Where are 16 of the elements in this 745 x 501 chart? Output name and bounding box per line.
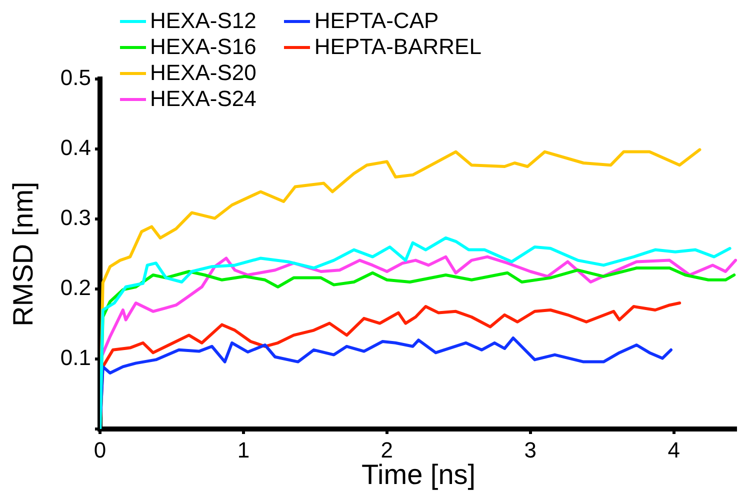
legend-label: HEPTA-CAP xyxy=(314,8,439,34)
y-tick-label: 0.2 xyxy=(60,275,91,300)
legend-label: HEXA-S24 xyxy=(150,86,256,112)
y-tick-label: 0.1 xyxy=(60,345,91,370)
legend-label: HEPTA-BARREL xyxy=(314,34,482,60)
y-axis-title: RMSD [nm] xyxy=(8,182,39,326)
x-tick-label: 3 xyxy=(524,437,537,462)
legend-label: HEXA-S16 xyxy=(150,34,256,60)
y-tick-label: 0.5 xyxy=(60,65,91,90)
y-tick-label: 0.3 xyxy=(60,205,91,230)
x-tick-label: 1 xyxy=(237,437,250,462)
x-tick-label: 0 xyxy=(94,437,106,462)
legend-label: HEXA-S20 xyxy=(150,60,256,86)
x-tick-label: 4 xyxy=(668,437,680,462)
y-tick-label: 0.4 xyxy=(60,135,91,160)
legend-label: HEXA-S12 xyxy=(150,8,256,34)
